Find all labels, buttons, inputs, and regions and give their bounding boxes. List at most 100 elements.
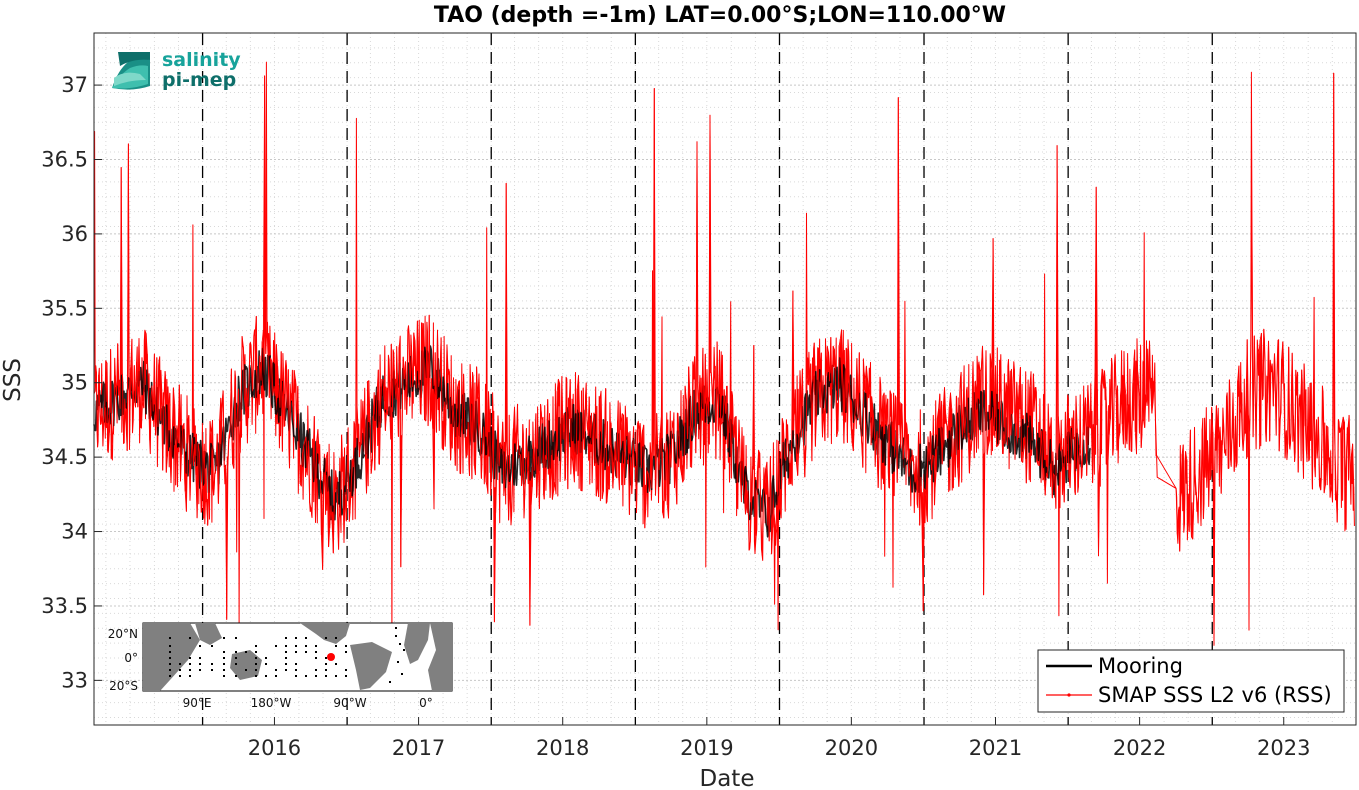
inset-land	[143, 623, 452, 691]
inset-mooring-dot	[179, 675, 181, 677]
series-layer	[93, 61, 1355, 646]
inset-mooring-dot	[199, 645, 201, 647]
inset-mooring-dot	[235, 675, 237, 677]
inset-mooring-dot	[305, 675, 307, 677]
y-tick-label: 36.5	[41, 147, 88, 171]
y-tick-label: 36	[61, 222, 88, 246]
legend: Mooring SMAP SSS L2 v6 (RSS)	[1037, 649, 1345, 713]
inset-lon-label-4: 0°	[419, 696, 433, 710]
x-tick-label: 2020	[825, 736, 878, 760]
inset-mooring-dot	[335, 637, 337, 639]
inset-mooring-dot	[403, 649, 405, 651]
selected-mooring-marker	[327, 653, 335, 661]
inset-mooring-dot	[389, 681, 391, 683]
inset-mooring-dot	[315, 669, 317, 671]
inset-mooring-dot	[211, 663, 213, 665]
inset-mooring-dot	[285, 669, 287, 671]
inset-mooring-dot	[265, 675, 267, 677]
inset-lon-label-1: 90°E	[183, 696, 212, 710]
inset-mooring-dot	[295, 651, 297, 653]
x-tick-label: 2022	[1113, 736, 1166, 760]
inset-mooring-dot	[399, 643, 401, 645]
legend-smap-label: SMAP SSS L2 v6 (RSS)	[1098, 683, 1332, 707]
legend-mooring-label: Mooring	[1098, 654, 1183, 678]
inset-mooring-dot	[189, 637, 191, 639]
axes-frame	[93, 32, 1357, 726]
inset-mooring-dot	[235, 651, 237, 653]
inset-mooring-dot	[223, 657, 225, 659]
inset-mooring-dot	[295, 637, 297, 639]
inset-mooring-dot	[325, 657, 327, 659]
inset-mooring-dot	[335, 645, 337, 647]
inset-mooring-dot	[325, 675, 327, 677]
inset-mooring-dot	[275, 645, 277, 647]
inset-mooring-dot	[315, 645, 317, 647]
inset-mooring-dot	[255, 675, 257, 677]
x-axis: 2016 2017 2018 2019 2020 2021 2022 2023	[248, 717, 1310, 760]
inset-mooring-dot	[305, 651, 307, 653]
salinity-pi-mep-logo: salinity pi-mep	[112, 49, 241, 91]
inset-mooring-dot	[315, 657, 317, 659]
inset-mooring-dot	[199, 669, 201, 671]
inset-mooring-dot	[305, 645, 307, 647]
inset-mooring-dot	[397, 661, 399, 663]
inset-mooring-dot	[223, 651, 225, 653]
inset-mooring-dot	[169, 651, 171, 653]
inset-mooring-dot	[189, 657, 191, 659]
logo-line2: pi-mep	[162, 69, 236, 91]
y-tick-label: 33.5	[41, 594, 88, 618]
legend-smap-marker	[1067, 693, 1071, 697]
chart-title: TAO (depth =-1m) LAT=0.00°S;LON=110.00°W	[434, 3, 1006, 28]
inset-mooring-dot	[295, 645, 297, 647]
inset-mooring-dot	[395, 635, 397, 637]
inset-mooring-dot	[199, 657, 201, 659]
inset-mooring-dot	[325, 637, 327, 639]
inset-mooring-dot	[285, 651, 287, 653]
inset-mooring-dot	[255, 657, 257, 659]
y-tick-label: 35	[61, 371, 88, 395]
inset-lon-label-2: 180°W	[251, 696, 292, 710]
inset-mooring-dot	[275, 675, 277, 677]
inset-mooring-dot	[285, 663, 287, 665]
inset-mooring-dot	[275, 669, 277, 671]
x-tick-label: 2023	[1257, 736, 1310, 760]
inset-mooring-dot	[305, 637, 307, 639]
inset-mooring-dot	[315, 651, 317, 653]
inset-mooring-dot	[211, 669, 213, 671]
inset-mooring-dot	[335, 663, 337, 665]
inset-mooring-dot	[265, 663, 267, 665]
inset-mooring-dot	[335, 675, 337, 677]
y-tick-label: 34	[61, 520, 88, 544]
inset-mooring-dot	[189, 663, 191, 665]
y-axis-title: SSS	[0, 358, 26, 402]
y-tick-label: 35.5	[41, 296, 88, 320]
inset-mooring-dot	[211, 645, 213, 647]
inset-mooring-dot	[189, 675, 191, 677]
inset-map: 20°N 0° 20°S 90°E 180°W 90°W 0°	[108, 622, 453, 710]
inset-mooring-dot	[169, 645, 171, 647]
inset-mooring-dot	[169, 669, 171, 671]
x-tick-label: 2018	[536, 736, 589, 760]
inset-mooring-dot	[295, 663, 297, 665]
inset-lon-label-3: 90°W	[333, 696, 366, 710]
mooring-array-dots	[169, 627, 405, 683]
x-tick-label: 2016	[248, 736, 301, 760]
inset-mooring-dot	[345, 669, 347, 671]
inset-mooring-dot	[223, 637, 225, 639]
inset-mooring-dot	[255, 645, 257, 647]
inset-mooring-dot	[245, 651, 247, 653]
inset-mooring-dot	[235, 637, 237, 639]
inset-mooring-dot	[223, 675, 225, 677]
legend-box	[1037, 649, 1345, 713]
inset-mooring-dot	[169, 663, 171, 665]
inset-mooring-dot	[235, 663, 237, 665]
inset-mooring-dot	[223, 669, 225, 671]
inset-mooring-dot	[325, 663, 327, 665]
inset-mooring-dot	[395, 627, 397, 629]
inset-mooring-dot	[169, 657, 171, 659]
inset-mooring-dot	[325, 669, 327, 671]
inset-mooring-dot	[199, 663, 201, 665]
x-tick-label: 2017	[392, 736, 445, 760]
inset-mooring-dot	[265, 657, 267, 659]
